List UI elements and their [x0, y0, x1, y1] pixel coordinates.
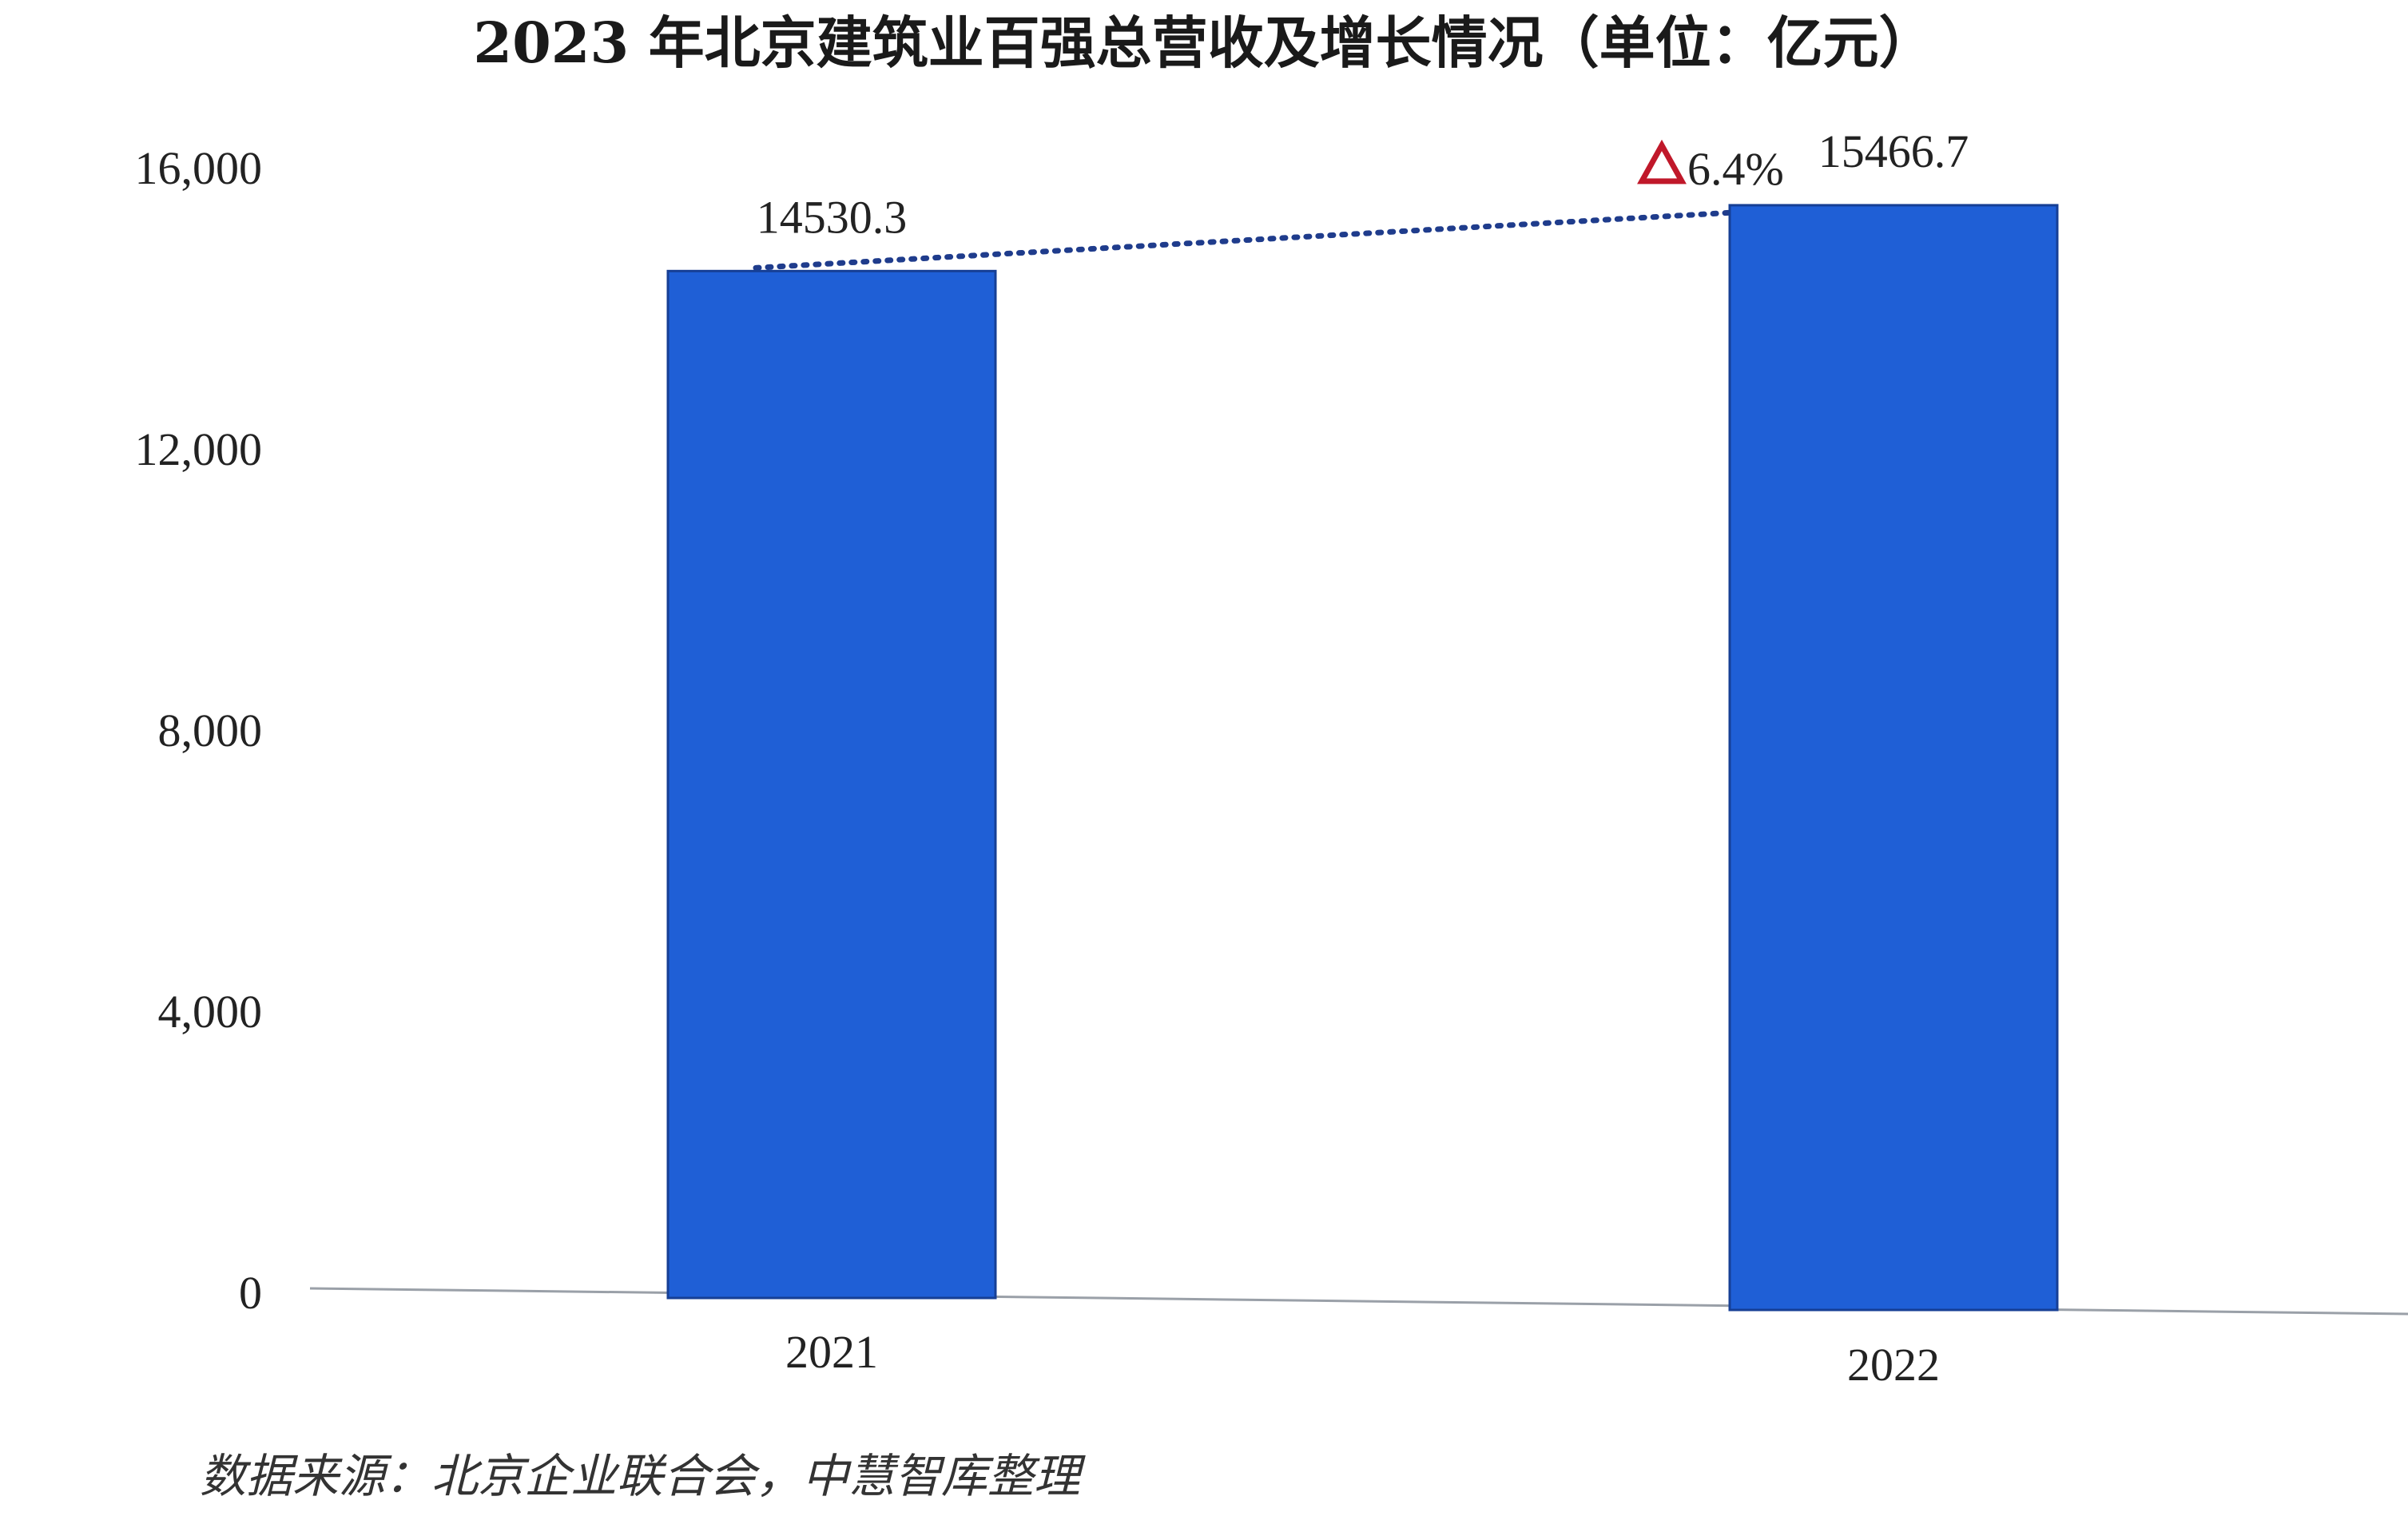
data-labels-group: 14530.3 15466.7: [757, 125, 1969, 243]
y-tick-label: 4,000: [158, 986, 263, 1038]
bar-2022: [1728, 204, 2059, 1312]
triangle-up-icon: [1637, 139, 1687, 185]
x-tick-label: 2022: [1847, 1339, 1940, 1391]
data-label-2021: 14530.3: [757, 191, 908, 243]
growth-annotation: 6.4%: [1637, 139, 1784, 195]
bar-2021: [666, 269, 997, 1300]
y-axis: 0 4,000 8,000 12,000 16,000: [135, 142, 263, 1319]
growth-rate-label: 6.4%: [1687, 143, 1784, 195]
y-tick-label: 16,000: [135, 142, 263, 194]
x-axis-line: [309, 1287, 2408, 1316]
growth-connector-line: [753, 205, 1809, 271]
source-note: 数据来源：北京企业联合会，中慧智库整理: [200, 1449, 1086, 1503]
x-axis: 2021 2022: [785, 1326, 1940, 1391]
bars-group: [666, 204, 2059, 1312]
chart-title: 2023 年北京建筑业百强总营收及增长情况（单位：亿元）: [473, 10, 1934, 76]
y-tick-label: 8,000: [158, 704, 263, 756]
y-tick-label: 0: [239, 1267, 262, 1319]
x-tick-label: 2021: [785, 1326, 878, 1378]
y-tick-label: 12,000: [135, 423, 263, 475]
data-label-2022: 15466.7: [1818, 125, 1969, 177]
